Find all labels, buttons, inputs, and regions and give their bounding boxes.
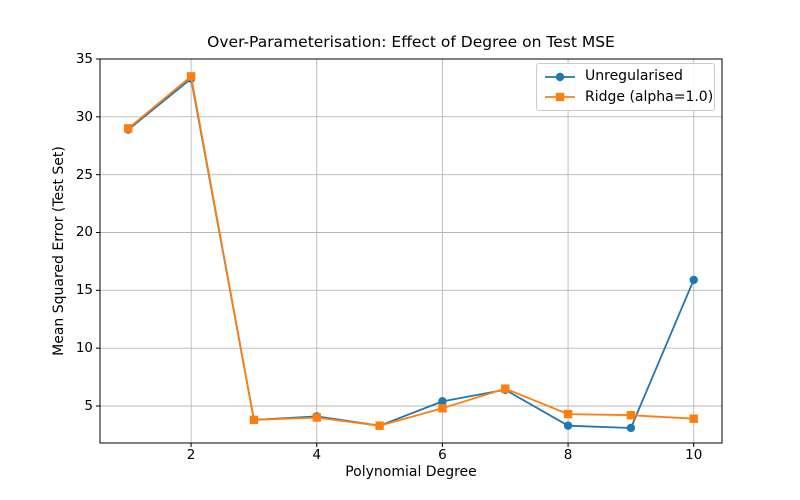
x-tick-label: 8 bbox=[563, 447, 573, 463]
data-point-circle bbox=[563, 421, 573, 430]
y-tick-label: 30 bbox=[75, 108, 93, 125]
chart-title: Over-Parameterisation: Effect of Degree … bbox=[207, 33, 615, 51]
legend-item-ridge: Ridge (alpha=1.0) bbox=[544, 89, 714, 106]
data-point-square bbox=[249, 415, 259, 425]
legend: Unregularised Ridge (alpha=1.0) bbox=[536, 63, 715, 111]
data-point-square bbox=[501, 384, 510, 393]
axes-spines bbox=[99, 58, 723, 444]
data-point-square bbox=[375, 421, 384, 430]
x-tick-label: 4 bbox=[312, 447, 322, 463]
data-point-square bbox=[626, 411, 636, 420]
x-tick-label: 10 bbox=[685, 447, 703, 463]
series-line-unregularised bbox=[127, 77, 695, 429]
y-axis-label: Mean Squared Error (Test Set) bbox=[51, 146, 67, 356]
data-point-circle bbox=[689, 275, 698, 285]
legend-line-square-icon bbox=[545, 92, 575, 102]
series-line-ridge bbox=[127, 75, 695, 427]
y-tick-label: 15 bbox=[75, 282, 93, 299]
data-point-square bbox=[186, 72, 196, 81]
data-point-square bbox=[689, 414, 698, 423]
y-tick-label: 10 bbox=[75, 340, 93, 357]
data-point-square bbox=[312, 413, 321, 422]
data-point-square bbox=[563, 409, 573, 419]
y-tick-label: 20 bbox=[75, 224, 93, 241]
y-tick-label: 35 bbox=[75, 51, 93, 67]
y-tick-label: 5 bbox=[84, 397, 93, 414]
legend-line-circle-icon bbox=[545, 72, 575, 82]
y-tick-label: 25 bbox=[75, 166, 93, 183]
data-point-circle bbox=[438, 397, 447, 406]
legend-label-ridge: Ridge (alpha=1.0) bbox=[585, 88, 714, 105]
x-axis-label: Polynomial Degree bbox=[345, 464, 477, 480]
legend-item-unregularised: Unregularised bbox=[544, 68, 714, 85]
x-tick-label: 6 bbox=[438, 447, 447, 463]
x-tick-label: 2 bbox=[186, 447, 196, 463]
data-point-circle bbox=[626, 423, 636, 433]
legend-label-unregularised: Unregularised bbox=[585, 68, 683, 85]
data-point-square bbox=[438, 404, 447, 413]
data-point-square bbox=[124, 124, 133, 133]
